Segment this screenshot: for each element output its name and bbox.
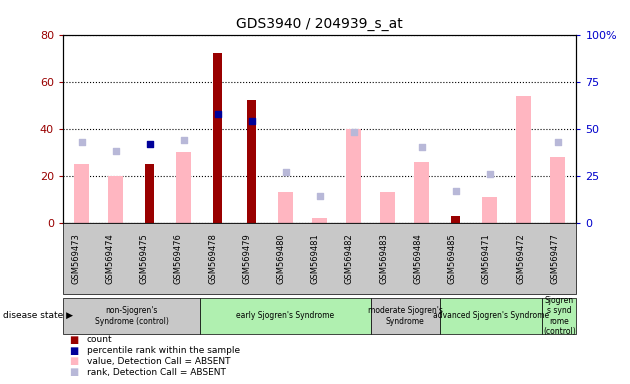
Text: non-Sjogren's
Syndrome (control): non-Sjogren's Syndrome (control)	[94, 306, 168, 326]
Text: GSM569475: GSM569475	[140, 233, 149, 284]
Text: GSM569482: GSM569482	[345, 233, 354, 284]
Text: GSM569477: GSM569477	[551, 233, 559, 284]
Point	[145, 141, 155, 147]
Text: GDS3940 / 204939_s_at: GDS3940 / 204939_s_at	[236, 17, 403, 31]
Text: percentile rank within the sample: percentile rank within the sample	[87, 346, 240, 355]
Text: GSM569476: GSM569476	[174, 233, 183, 284]
Text: ■: ■	[69, 335, 79, 345]
Text: Sjogren
s synd
rome
(control): Sjogren s synd rome (control)	[543, 296, 576, 336]
Bar	[482, 197, 498, 223]
Text: count: count	[87, 335, 113, 344]
Text: advanced Sjogren's Syndrome: advanced Sjogren's Syndrome	[433, 311, 549, 320]
Bar	[550, 157, 565, 223]
Text: value, Detection Call = ABSENT: value, Detection Call = ABSENT	[87, 357, 231, 366]
Point	[484, 171, 495, 177]
Bar	[451, 216, 461, 223]
Text: GSM569473: GSM569473	[71, 233, 80, 284]
Point	[416, 144, 427, 151]
Text: GSM569474: GSM569474	[105, 233, 115, 284]
Text: GSM569472: GSM569472	[516, 233, 525, 284]
Point	[553, 139, 563, 145]
Bar	[74, 164, 89, 223]
Bar	[312, 218, 328, 223]
Bar	[213, 53, 222, 223]
Text: GSM569478: GSM569478	[208, 233, 217, 284]
Bar	[414, 162, 430, 223]
Point	[213, 111, 223, 117]
Bar	[108, 176, 123, 223]
Text: GSM569483: GSM569483	[379, 233, 388, 284]
Text: GSM569485: GSM569485	[448, 233, 457, 284]
Point	[77, 139, 87, 145]
Text: early Sjogren's Syndrome: early Sjogren's Syndrome	[236, 311, 335, 320]
Text: ■: ■	[69, 346, 79, 356]
Point	[281, 169, 291, 175]
Text: GSM569479: GSM569479	[243, 233, 251, 284]
Bar	[247, 101, 256, 223]
Text: disease state ▶: disease state ▶	[3, 311, 73, 320]
Bar	[145, 164, 154, 223]
Text: GSM569481: GSM569481	[311, 233, 320, 284]
Text: ■: ■	[69, 367, 79, 377]
Text: moderate Sjogren's
Syndrome: moderate Sjogren's Syndrome	[368, 306, 443, 326]
Bar	[176, 152, 192, 223]
Point	[179, 137, 189, 143]
Text: GSM569480: GSM569480	[277, 233, 285, 284]
Text: GSM569484: GSM569484	[413, 233, 422, 284]
Text: ■: ■	[69, 356, 79, 366]
Text: rank, Detection Call = ABSENT: rank, Detection Call = ABSENT	[87, 367, 226, 377]
Bar	[516, 96, 531, 223]
Point	[111, 148, 121, 154]
Bar	[346, 129, 362, 223]
Text: GSM569471: GSM569471	[482, 233, 491, 284]
Bar	[380, 192, 396, 223]
Point	[348, 129, 358, 136]
Point	[315, 193, 325, 199]
Point	[450, 188, 461, 194]
Bar	[278, 192, 294, 223]
Point	[247, 118, 257, 124]
